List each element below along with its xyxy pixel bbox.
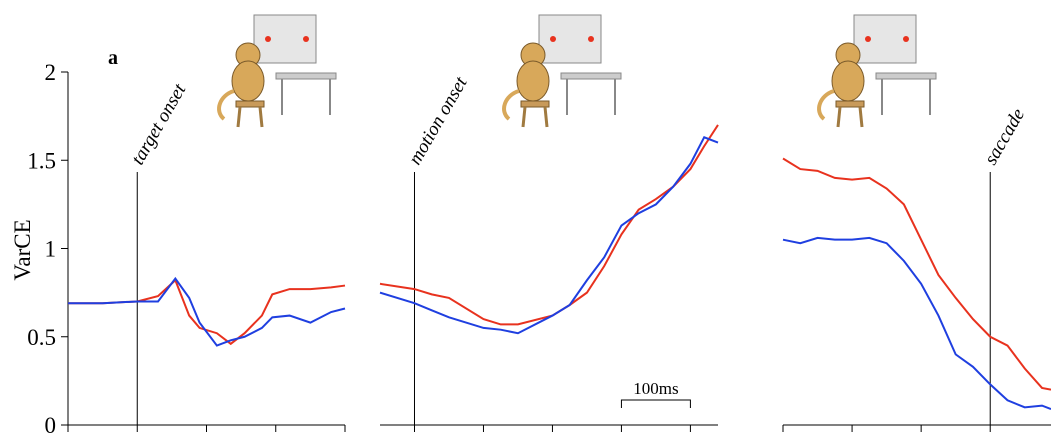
monkey-illustration <box>504 15 621 127</box>
panel-label: a <box>108 47 118 69</box>
data-line <box>783 158 1051 389</box>
data-line <box>380 125 718 324</box>
event-label: motion onset <box>405 73 472 169</box>
data-line <box>380 137 718 333</box>
monkey-illustration <box>819 15 936 127</box>
figure: 0 0.5 1 1.5 2 VarCE a target onset motion onset 1… <box>0 0 1051 433</box>
y-tick-label: 1 <box>45 237 57 262</box>
data-line <box>783 238 1051 409</box>
y-axis-label: VarCE <box>10 219 35 280</box>
y-tick-label: 2 <box>45 60 57 85</box>
y-tick-label: 0 <box>45 413 57 433</box>
event-label: target onset <box>127 80 190 169</box>
y-tick-label: 1.5 <box>27 148 56 173</box>
scale-bar-label: 100ms <box>633 379 678 398</box>
y-tick-label: 0.5 <box>27 325 56 350</box>
scale-bar <box>621 400 690 408</box>
event-label: saccade <box>980 105 1029 169</box>
data-line <box>68 280 345 344</box>
monkey-illustration <box>219 15 336 127</box>
